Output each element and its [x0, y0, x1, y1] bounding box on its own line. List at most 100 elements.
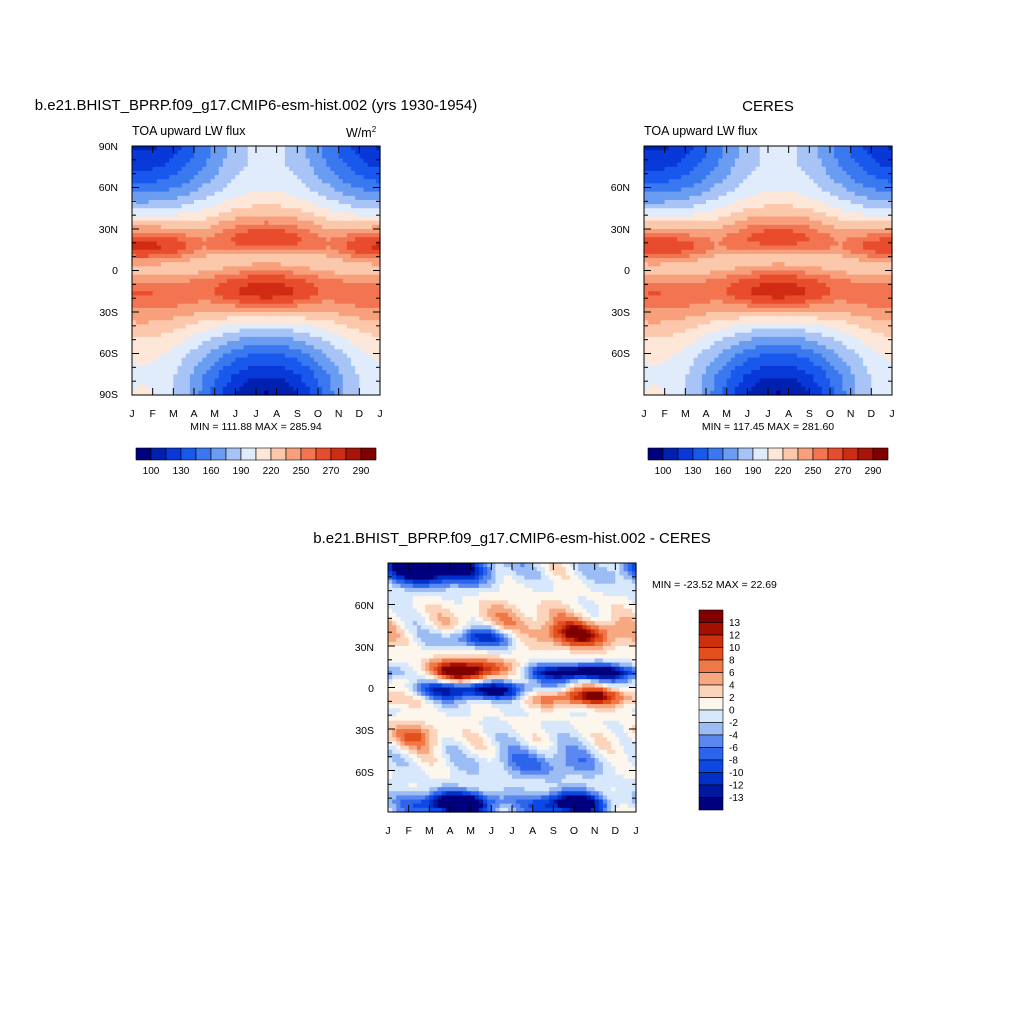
contour-cell: [363, 361, 369, 367]
contour-cell: [660, 175, 666, 180]
contour-cell: [677, 162, 682, 168]
contour-cell: [648, 199, 653, 205]
contour-cell: [710, 229, 715, 234]
contour-cell: [656, 154, 662, 160]
contour-cell: [313, 295, 319, 301]
contour-cell: [202, 328, 207, 334]
contour-cell: [276, 154, 282, 160]
contour-cell: [272, 307, 278, 313]
contour-cell: [181, 154, 187, 160]
contour-cell: [218, 162, 224, 168]
contour-cell: [132, 216, 137, 222]
contour-cell: [272, 146, 278, 151]
contour-cell: [867, 216, 872, 222]
contour-cell: [132, 353, 137, 359]
contour-cell: [697, 146, 703, 151]
contour-cell: [784, 183, 790, 189]
contour-cell: [293, 212, 298, 218]
contour-cell: [326, 299, 331, 305]
contour-cell: [152, 357, 158, 363]
contour-cell: [710, 204, 715, 209]
contour-cell: [132, 312, 137, 317]
contour-cell: [672, 166, 678, 172]
contour-cell: [272, 374, 278, 379]
contour-cell: [763, 175, 769, 180]
contour-cell: [817, 150, 823, 155]
contour-cell: [355, 312, 360, 317]
contour-cell: [301, 345, 307, 350]
contour-cell: [235, 220, 241, 226]
contour-cell: [788, 208, 794, 213]
contour-cell: [301, 370, 307, 375]
contour-cell: [330, 386, 336, 392]
contour-cell: [792, 166, 798, 172]
contour-cell: [355, 150, 360, 155]
contour-cell: [198, 349, 203, 355]
contour-cell: [792, 224, 798, 230]
contour-cell: [256, 245, 261, 251]
contour-cell: [185, 274, 191, 280]
contour-cell: [243, 179, 249, 184]
contour-cell: [148, 287, 154, 292]
contour-cell: [371, 324, 377, 330]
contour-cell: [351, 345, 356, 350]
contour-cell: [875, 212, 881, 218]
contour-cell: [309, 382, 315, 388]
contour-cell: [367, 295, 373, 301]
contour-cell: [239, 170, 245, 176]
contour-cell: [355, 195, 360, 201]
contour-cell: [194, 307, 199, 313]
contour-cell: [165, 229, 170, 234]
contour-cell: [850, 216, 856, 222]
contour-cell: [334, 253, 340, 259]
contour-cell: [235, 278, 241, 284]
contour-cell: [780, 216, 786, 222]
contour-cell: [272, 179, 278, 184]
contour-cell: [664, 191, 670, 197]
contour-cell: [652, 175, 657, 180]
contour-cell: [375, 320, 381, 326]
contour-cell: [169, 328, 174, 334]
contour-cell: [648, 170, 653, 176]
contour-cell: [222, 175, 228, 180]
contour-cell: [231, 374, 236, 379]
contour-cell: [227, 237, 232, 243]
contour-cell: [181, 349, 187, 355]
contour-cell: [359, 374, 365, 379]
contour-cell: [198, 307, 203, 313]
contour-cell: [367, 361, 373, 367]
contour-cell: [260, 199, 265, 205]
contour-cell: [177, 270, 183, 276]
contour-cell: [326, 258, 331, 263]
contour-cell: [318, 195, 323, 201]
contour-cell: [309, 349, 315, 355]
contour-cell: [685, 146, 691, 151]
contour-cell: [305, 328, 311, 334]
contour-cell: [792, 220, 798, 226]
contour-cell: [185, 258, 191, 263]
contour-cell: [334, 179, 340, 184]
contour-cell: [293, 150, 298, 155]
contour-cell: [144, 220, 150, 226]
contour-cell: [858, 208, 864, 213]
contour-cell: [148, 390, 154, 396]
contour-cell: [743, 229, 748, 234]
contour-cell: [231, 386, 236, 392]
contour-cell: [165, 287, 170, 292]
contour-cell: [681, 166, 686, 172]
contour-cell: [256, 365, 261, 371]
contour-cell: [305, 220, 311, 226]
contour-cell: [235, 332, 241, 338]
contour-cell: [136, 374, 141, 379]
contour-cell: [363, 349, 369, 355]
contour-cell: [681, 146, 686, 151]
contour-cell: [801, 187, 806, 193]
contour-cell: [206, 328, 212, 334]
contour-cell: [297, 150, 303, 155]
contour-cell: [231, 303, 236, 309]
contour-cell: [330, 233, 336, 238]
contour-cell: [830, 187, 835, 193]
contour-cell: [268, 365, 274, 371]
contour-cell: [136, 287, 141, 292]
contour-cell: [276, 237, 282, 243]
